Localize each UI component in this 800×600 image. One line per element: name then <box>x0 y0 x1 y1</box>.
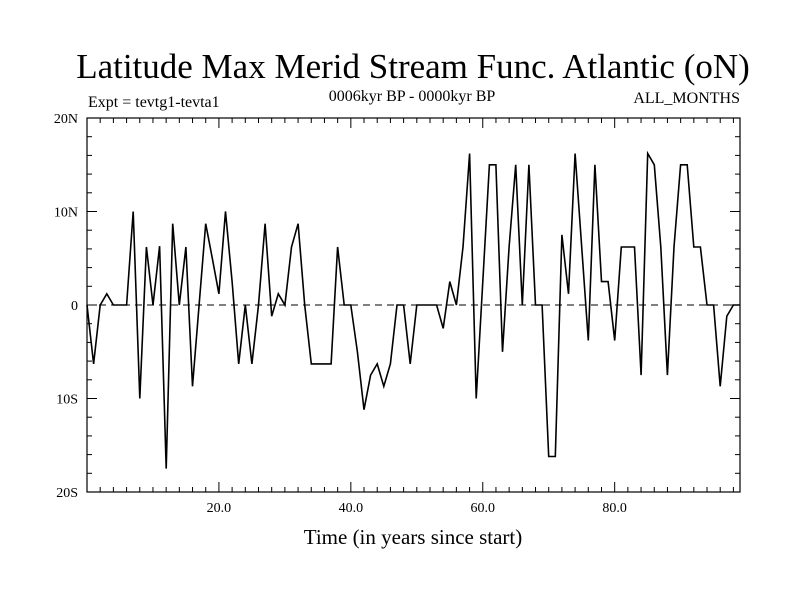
x-tick-label: 20.0 <box>207 501 232 516</box>
x-tick-label: 80.0 <box>602 501 627 516</box>
y-tick-label: 20N <box>54 112 78 127</box>
y-tick-label: 10S <box>56 393 78 408</box>
chart-subtitle-right: ALL_MONTHS <box>633 90 740 107</box>
y-tick-label: 20S <box>56 486 78 501</box>
series-line <box>86 150 740 469</box>
y-tick-label: 0 <box>71 299 78 314</box>
chart-subtitle-center: 0006kyr BP - 0000kyr BP <box>329 88 496 105</box>
chart-subtitle-left: Expt = tevtg1-tevta1 <box>88 94 220 111</box>
x-tick-label: 40.0 <box>339 501 364 516</box>
y-tick-label: 10N <box>54 206 78 221</box>
x-axis-label: Time (in years since start) <box>304 525 523 549</box>
chart-title: Latitude Max Merid Stream Func. Atlantic… <box>76 47 750 86</box>
x-tick-label: 60.0 <box>471 501 496 516</box>
